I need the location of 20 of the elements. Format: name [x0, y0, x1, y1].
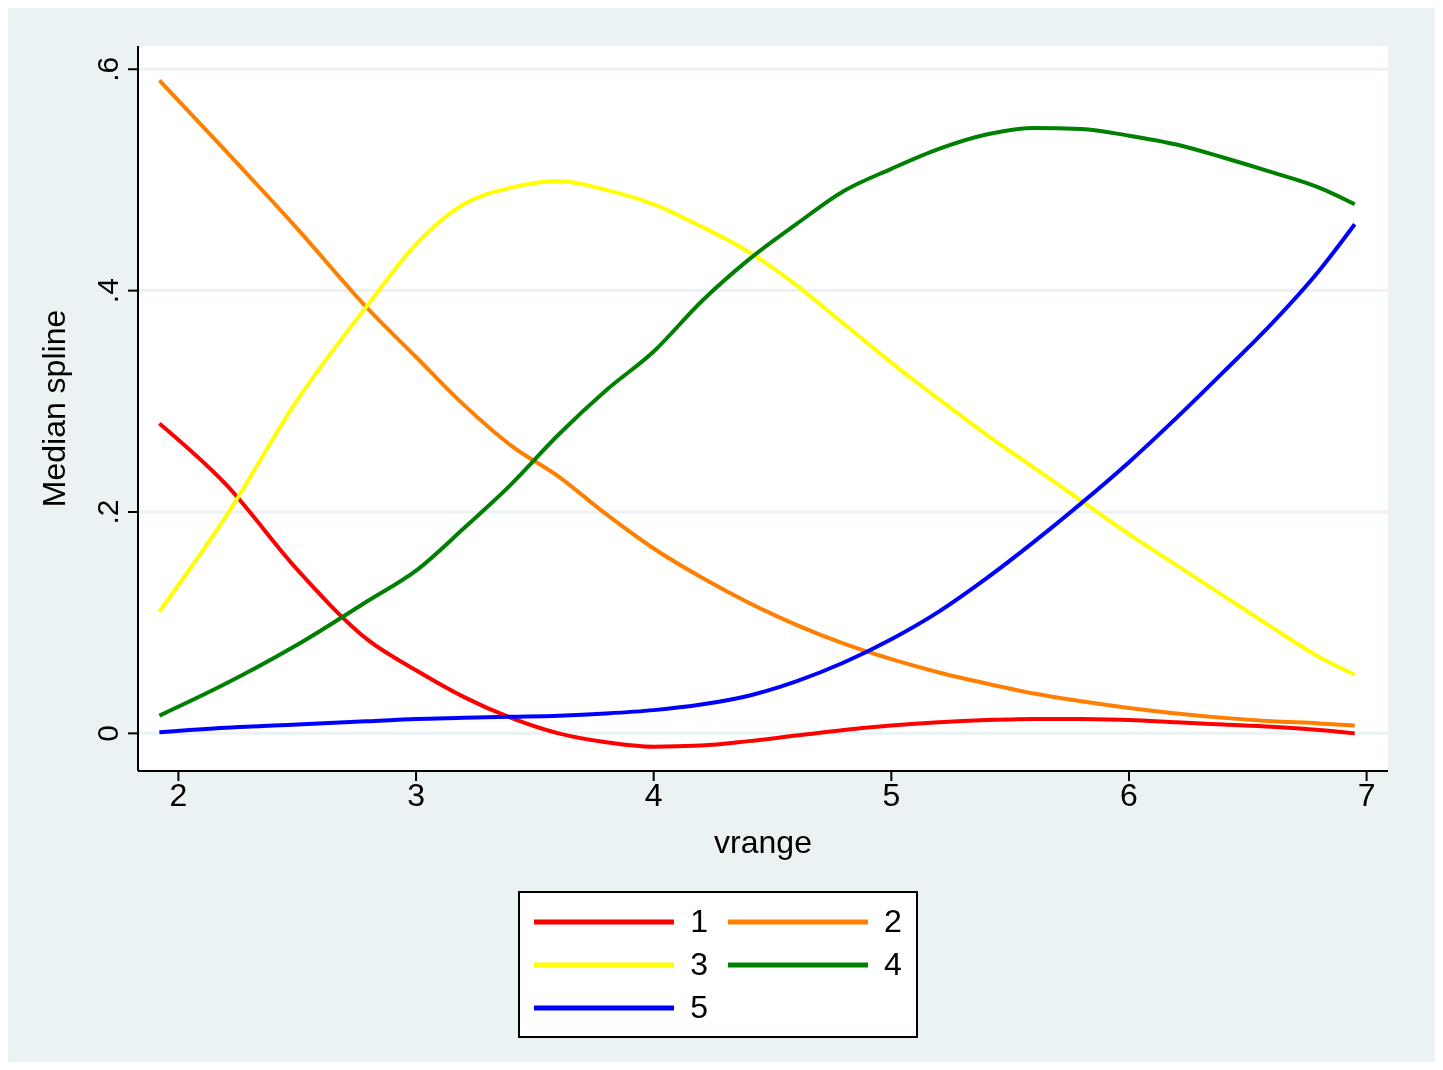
x-tick-label: 4	[644, 776, 663, 813]
line-series	[157, 222, 1357, 735]
y-tick-label: .2	[91, 499, 124, 525]
legend-label: 1	[690, 903, 708, 940]
legend-label: 5	[690, 989, 708, 1026]
x-tick-label: 5	[882, 776, 901, 813]
y-tick-label: .6	[91, 56, 124, 82]
legend-label: 3	[690, 946, 708, 983]
y-axis-title: Median spline	[36, 309, 73, 508]
y-tick-label: .4	[91, 278, 124, 304]
legend-label: 2	[884, 903, 902, 940]
x-axis-title: vrange	[714, 824, 812, 860]
x-tick-label: 7	[1357, 776, 1376, 813]
line-series	[157, 421, 1357, 749]
y-tick-label: 0	[91, 725, 124, 742]
x-tick-label: 2	[169, 776, 188, 813]
x-tick-label: 6	[1120, 776, 1138, 813]
legend-label: 4	[884, 946, 902, 983]
line-series	[157, 179, 1357, 677]
x-tick-label: 3	[407, 776, 425, 813]
